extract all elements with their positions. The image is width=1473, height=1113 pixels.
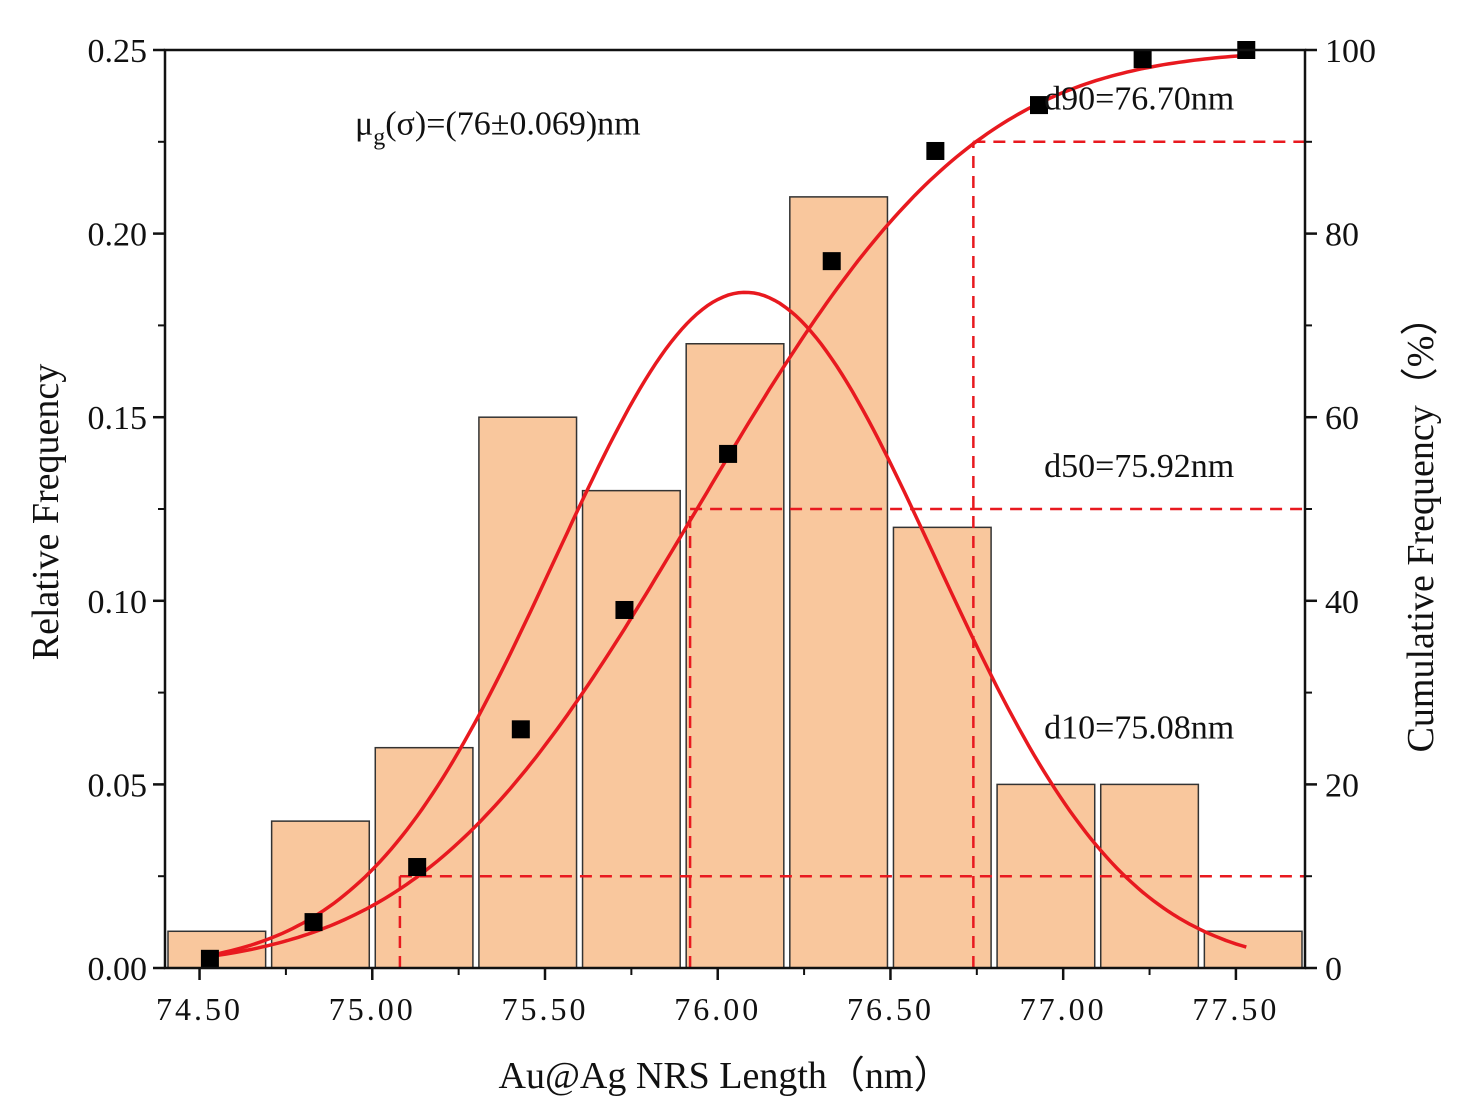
x-tick-label: 74.50 (156, 991, 243, 1027)
y2-tick-label: 100 (1325, 33, 1376, 70)
cumulative-point (511, 720, 530, 739)
percentile-annotation: d90=76.70nm (1044, 81, 1234, 118)
y-tick-label: 0.25 (88, 33, 148, 70)
y-tick-label: 0.05 (88, 767, 148, 804)
histogram-bar (685, 343, 785, 969)
y2-tick-label: 20 (1325, 767, 1359, 804)
histogram-bar (374, 746, 474, 969)
stat-label-body: (σ)=(76±0.069)nm (385, 105, 640, 142)
histogram-bars (167, 196, 1303, 969)
y2-tick-label: 60 (1325, 400, 1359, 437)
stat-label-subscript: g (373, 124, 385, 150)
normal-fit-curve (209, 290, 1247, 958)
cumulative-point (615, 600, 634, 619)
y2-tick-label: 0 (1325, 951, 1342, 988)
y2-tick-label: 80 (1325, 217, 1359, 254)
y-tick-label: 0.00 (88, 951, 148, 988)
x-tick-label: 76.00 (674, 991, 761, 1027)
cumulative-point (304, 913, 323, 932)
percentile-annotation: d50=75.92nm (1044, 448, 1234, 485)
y2-tick-label: 40 (1325, 584, 1359, 621)
percentile-annotation: d10=75.08nm (1044, 710, 1234, 747)
x-tick-label: 75.00 (329, 991, 416, 1027)
cumulative-point (1030, 96, 1048, 115)
y-tick-label: 0.10 (88, 584, 148, 621)
stat-label: μg(σ)=(76±0.069)nm (355, 105, 641, 150)
histogram-bar (789, 196, 889, 969)
axes: 74.50 75.00 75.50 76.00 76.50 77.00 77.50 0.00 0… (88, 33, 1377, 1027)
histogram-bar (892, 526, 992, 969)
x-tick-label: 77.50 (1192, 991, 1279, 1027)
histogram-bar (478, 416, 578, 969)
y-tick-label: 0.20 (88, 217, 148, 254)
cumulative-point (200, 949, 219, 968)
cumulative-point (1133, 50, 1152, 69)
cumulative-points (200, 41, 1256, 968)
x-tick-label: 75.50 (502, 991, 589, 1027)
cumulative-point (822, 252, 841, 271)
x-axis-title: Au@Ag NRS Length（nm） (499, 1055, 952, 1097)
stat-label-mu: μ (355, 105, 373, 142)
cumulative-point (926, 141, 945, 160)
y-axis-title: Relative Frequency (25, 364, 67, 661)
x-tick-label: 76.50 (847, 991, 934, 1027)
reference-lines (398, 140, 1305, 968)
x-tick-label: 77.00 (1020, 991, 1107, 1027)
cumulative-point (408, 858, 427, 877)
cumulative-point (719, 444, 738, 463)
y-tick-label: 0.15 (88, 400, 148, 437)
y2-axis-title: Cumulative Frequency（%） (1400, 298, 1442, 753)
annotations: d90=76.70nm d50=75.92nm d10=75.08nm μg(σ)=(… (355, 81, 1234, 747)
histogram-bar (270, 820, 371, 969)
